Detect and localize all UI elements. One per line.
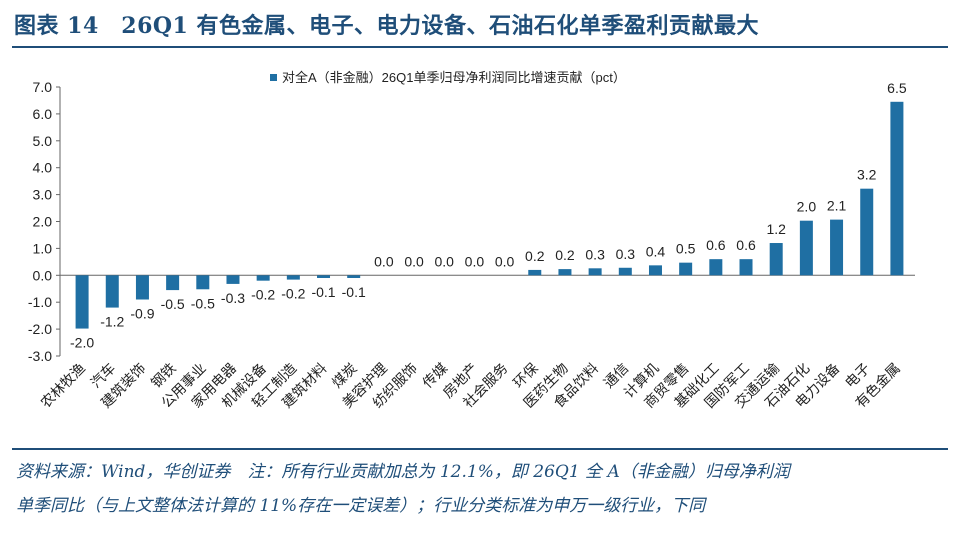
value-label: 0.3 [585,246,605,262]
y-tick-label: -3.0 [28,348,52,364]
bottom-rule [12,448,948,450]
value-label: -2.0 [70,335,94,351]
bar-18 [618,267,632,276]
bar-8 [317,275,331,278]
bar-2 [135,275,149,300]
figure-header: 图表 14 26Q1 有色金属、电子、电力设备、石油石化单季盈利贡献最大 [0,0,960,50]
legend: 对全A（非金融）26Q1单季归母净利润同比增速贡献（pct） [270,70,626,85]
y-tick-label: 4.0 [33,160,53,176]
y-tick-label: 2.0 [33,214,53,230]
bar-7 [286,275,300,280]
source-note-line-1: 资料来源：Wind，华创证券 注：所有行业贡献加总为 12.1%，即 26Q1 … [16,462,790,482]
value-label: -1.2 [100,314,124,330]
bar-23 [769,243,783,276]
bar-4 [196,275,210,290]
value-label: 2.0 [797,199,817,215]
bar-21 [709,259,723,276]
bar-16 [558,269,572,276]
value-labels: -2.0 -1.2 -0.9 -0.5 -0.5 -0.3 -0.2 -0.2 -0.1 -0.1… [70,80,907,351]
bar-24 [799,220,813,276]
y-tick-label: 6.0 [33,106,53,122]
y-tick-label: 7.0 [33,79,53,95]
y-axis: -3.0 -2.0 -1.0 0.0 1.0 2.0 3.0 4.0 5.0 6.0 7.0 [28,79,915,364]
y-tick-label: -2.0 [28,321,52,337]
value-label: 0.3 [616,246,636,262]
bar-chart: -3.0 -2.0 -1.0 0.0 1.0 2.0 3.0 4.0 5.0 6.0 7.0 -2.… [28,70,915,411]
bar-6 [256,275,270,281]
value-label: 0.2 [525,248,545,264]
bar-26 [860,188,874,276]
value-label: 0.0 [434,253,454,269]
value-label: 1.2 [766,221,786,237]
value-label: 0.2 [555,247,575,263]
y-tick-label: 3.0 [33,187,53,203]
value-label: -0.3 [221,290,245,306]
value-label: 0.0 [495,253,515,269]
bar-0 [75,275,89,329]
value-label: 0.4 [646,243,666,259]
value-label: -0.1 [311,284,335,300]
value-label: 6.5 [887,80,907,96]
value-label: 2.1 [827,198,847,214]
bar-17 [588,268,602,276]
y-tick-label: 5.0 [33,133,53,149]
value-label: -0.9 [130,306,154,322]
value-label: 0.5 [676,241,696,257]
bar-5 [226,275,240,284]
value-label: 0.6 [706,237,726,253]
value-label: 0.0 [465,253,485,269]
x-tick-label: 农林牧渔 [37,360,88,411]
legend-swatch [270,74,277,81]
bar-27 [890,101,904,276]
legend-label: 对全A（非金融）26Q1单季归母净利润同比增速贡献（pct） [282,70,626,85]
value-label: -0.1 [342,284,366,300]
value-label: -0.5 [161,296,185,312]
value-label: 0.0 [374,253,394,269]
bars-group [75,101,904,329]
bar-19 [648,265,662,276]
figure-title: 图表 14 26Q1 有色金属、电子、电力设备、石油石化单季盈利贡献最大 [14,13,760,39]
value-label: 3.2 [857,167,877,183]
y-tick-label: 0.0 [33,267,53,283]
bar-25 [830,219,844,276]
value-label: -0.2 [251,287,275,303]
bar-20 [679,262,693,276]
source-note-line-2: 单季同比（与上文整体法计算的 11%存在一定误差）；行业分类标准为申万一级行业，… [16,496,706,516]
value-label: 0.0 [404,253,424,269]
chart-area: -3.0 -2.0 -1.0 0.0 1.0 2.0 3.0 4.0 5.0 6.0 7.0 -2.… [0,50,960,446]
bar-3 [166,275,180,291]
value-label: 0.6 [736,237,756,253]
bar-22 [739,259,753,276]
bar-1 [105,275,119,308]
bar-9 [347,275,361,278]
bar-15 [528,269,542,276]
value-label: -0.2 [281,286,305,302]
y-tick-label: -1.0 [28,294,52,310]
top-rule [12,46,948,48]
value-label: -0.5 [191,295,215,311]
y-tick-label: 1.0 [33,240,53,256]
